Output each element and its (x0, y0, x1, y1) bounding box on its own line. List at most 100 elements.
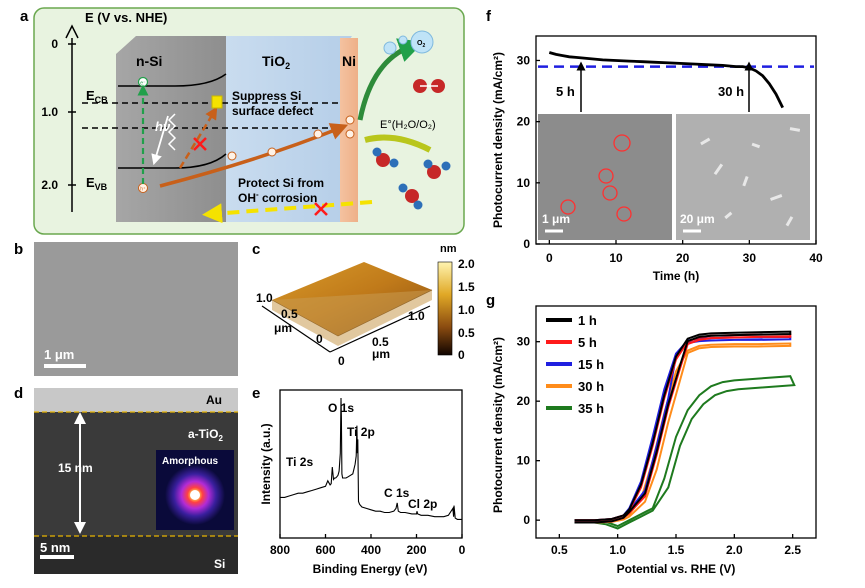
energy-axis-label: E (V vs. NHE) (85, 10, 167, 25)
evb-label: EVB (86, 175, 108, 192)
series-line-30h (574, 342, 792, 524)
energy-tick-0: 0 (51, 37, 58, 51)
panel-b: b 1 μm (14, 241, 238, 376)
blocked-recombination-x (193, 137, 207, 151)
scale-bar-label: 1 μm (44, 347, 74, 362)
energy-tick-1: 1.0 (41, 105, 58, 119)
afm-tick: 1.0 (256, 291, 273, 305)
panel-letter-c: c (252, 241, 260, 258)
colorbar-tick: 1.0 (458, 303, 475, 317)
peak-label-c1s: C 1s (384, 486, 410, 500)
au-label: Au (206, 393, 222, 407)
lsv-y-axis-label: Photocurrent density (mA/cm²) (491, 337, 505, 513)
x-tick-label: 600 (315, 543, 335, 557)
x-tick-label: 10 (609, 251, 623, 265)
atio2-label: a-TiO2 (188, 427, 223, 443)
sem-inset-30h (676, 114, 810, 240)
panel-c: c 1.0 0.5 0 μm 0 0.5 1.0 μm nm 2.0 1.5 1… (252, 241, 475, 368)
panel-letter-a: a (20, 8, 29, 25)
x-tick-label: 0 (459, 543, 466, 557)
tio2-label: TiO2 (262, 53, 290, 71)
afm-tick: 0 (316, 332, 323, 346)
defect-circle (602, 185, 618, 201)
series-line-1h (574, 330, 792, 524)
svg-text:h⁺: h⁺ (140, 187, 146, 193)
annotation-5h: 5 h (556, 84, 575, 99)
series-line-15h (574, 335, 792, 524)
annotation-30h: 30 h (718, 84, 744, 99)
ecb-label: ECB (86, 88, 108, 105)
legend-label: 35 h (578, 401, 604, 416)
water-molecule (398, 183, 423, 210)
colorbar-tick: 2.0 (458, 257, 475, 271)
thickness-label: 15 nm (58, 461, 93, 475)
afm-axis-1 (261, 305, 331, 353)
x-tick-label: 20 (676, 251, 690, 265)
y-tick-label: 30 (517, 335, 531, 349)
scale-bar-label: 1 μm (542, 212, 570, 226)
panel-letter-b: b (14, 241, 23, 258)
blocked-corrosion-x (314, 202, 328, 216)
si-label: Si (214, 557, 225, 571)
xps-y-axis-label: Intensity (a.u.) (259, 423, 273, 504)
energy-tick-2: 2.0 (41, 178, 58, 192)
peak-label-o1s: O 1s (328, 401, 354, 415)
afm-tick: 0.5 (372, 335, 389, 349)
corrosion-spots (700, 127, 801, 227)
redox-potential-label: E°(H₂O/O₂) (380, 119, 436, 131)
surface-defect-marker (211, 95, 223, 109)
lsv-x-axis-label: Potential vs. RHE (V) (617, 562, 736, 576)
n-si-label: n-Si (136, 53, 162, 69)
o2-label: O2 (417, 40, 425, 49)
colorbar-unit: nm (440, 243, 457, 255)
y-tick-label: 0 (523, 513, 530, 527)
series-line-5h (574, 333, 792, 524)
y-tick-label: 10 (517, 176, 531, 190)
colorbar (437, 261, 453, 356)
afm-axis-unit: μm (372, 347, 390, 361)
defect-circle (616, 206, 632, 222)
stability-x-axis-label: Time (h) (653, 269, 699, 283)
svg-text:e⁻: e⁻ (140, 81, 146, 87)
colorbar-tick: 1.5 (458, 280, 475, 294)
panel-letter-e: e (252, 385, 260, 402)
colorbar-tick: 0.5 (458, 326, 475, 340)
defect-circle (560, 199, 576, 215)
x-tick-label: 1.0 (609, 543, 626, 557)
scale-bar-label: 5 nm (40, 540, 70, 555)
stability-axes-frame (535, 35, 817, 245)
panel-letter-d: d (14, 385, 23, 402)
protect-text-1: Protect Si from (238, 176, 324, 190)
legend: 1 h 5 h 15 h 30 h 35 h (546, 313, 604, 416)
tio2-block (226, 36, 352, 222)
protect-text-2: OH- corrosion (238, 190, 317, 205)
x-tick-label: 2.5 (784, 543, 801, 557)
x-tick-label: 0 (546, 251, 553, 265)
legend-label: 1 h (578, 313, 597, 328)
x-tick-label: 40 (809, 251, 823, 265)
sem-inset-5h (538, 114, 672, 240)
hv-label: hν (155, 119, 171, 134)
x-tick-label: 0.5 (551, 543, 568, 557)
x-tick-label: 400 (361, 543, 381, 557)
bubble (383, 41, 397, 55)
legend-label: 30 h (578, 379, 604, 394)
peak-label-cl2p: Cl 2p (408, 497, 437, 511)
afm-axis-2 (329, 305, 431, 353)
xps-x-axis-label: Binding Energy (eV) (313, 562, 428, 576)
y-tick-label: 30 (517, 53, 531, 67)
stability-y-axis-label: Photocurrent density (mA/cm²) (491, 52, 505, 228)
water-molecule (423, 159, 451, 179)
afm-tick: 1.0 (408, 309, 425, 323)
afm-axis-unit: μm (274, 321, 292, 335)
x-tick-label: 2.0 (726, 543, 743, 557)
peak-label-ti2p: Ti 2p (347, 425, 375, 439)
scale-bar-label: 20 μm (680, 212, 715, 226)
panel-letter-f: f (486, 8, 492, 25)
x-tick-label: 800 (270, 543, 290, 557)
energy-axis-arrow (65, 24, 79, 39)
panel-a: a E (V vs. NHE) 0 1.0 2.0 n-Si TiO2 Ni E… (20, 7, 465, 235)
y-tick-label: 20 (517, 115, 531, 129)
colorbar-tick: 0 (458, 348, 465, 362)
panel-e: e 800 600 400 200 0 Binding Energy (eV) Inte… (252, 385, 466, 576)
